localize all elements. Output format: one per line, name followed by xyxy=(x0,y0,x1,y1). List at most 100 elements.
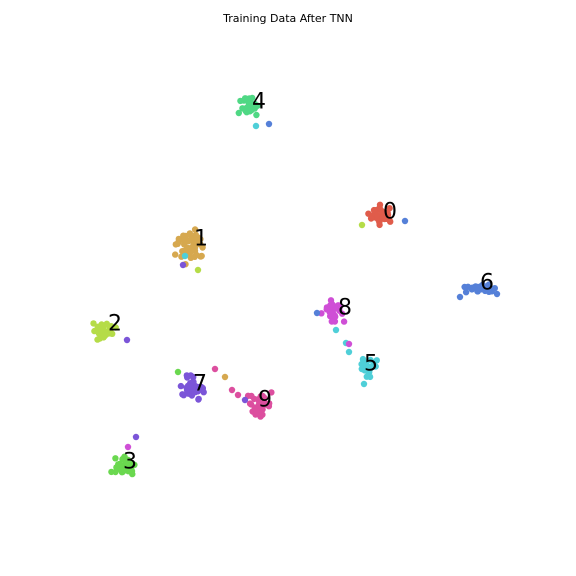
scatter-point-cluster-1 xyxy=(192,231,199,238)
scatter-point-outlier xyxy=(241,396,249,404)
scatter-point-outlier xyxy=(194,266,202,274)
scatter-point-outlier xyxy=(221,373,229,381)
chart-title: Training Data After TNN xyxy=(222,12,353,25)
scatter-point-cluster-0 xyxy=(367,215,375,222)
scatter-point-cluster-1 xyxy=(191,226,199,233)
cluster-label-6: 6 xyxy=(480,271,494,296)
scatter-point-cluster-2 xyxy=(90,320,97,327)
cluster-labels: 0 1 2 3 4 5 6 7 8 9 xyxy=(108,90,494,475)
scatter-point-cluster-9 xyxy=(265,403,273,410)
scatter-point-outlier xyxy=(174,368,182,376)
scatter-point-cluster-1 xyxy=(182,236,189,243)
scatter-point-cluster-3 xyxy=(115,461,122,468)
scatter-point-outlier xyxy=(181,252,189,260)
scatter-point-outlier xyxy=(456,293,464,301)
scatter-point-cluster-0 xyxy=(365,210,372,217)
scatter-point-cluster-9 xyxy=(261,399,268,406)
scatter-point-cluster-1 xyxy=(181,247,188,255)
scatter-point-cluster-7 xyxy=(184,374,191,381)
scatter-point-cluster-6 xyxy=(462,289,470,296)
scatter-point-cluster-7 xyxy=(195,395,202,403)
scatter-point-cluster-7 xyxy=(179,391,186,398)
scatter-point-cluster-6 xyxy=(485,288,493,295)
scatter-point-cluster-9 xyxy=(246,400,254,407)
scatter-point-outlier xyxy=(401,217,409,225)
scatter-point-cluster-4 xyxy=(237,97,244,105)
scatter-point-cluster-9 xyxy=(268,389,275,396)
scatter-point-cluster-3 xyxy=(112,455,119,462)
scatter-point-cluster-8 xyxy=(328,318,335,325)
scatter-point-cluster-1 xyxy=(193,251,200,258)
scatter-point-cluster-4 xyxy=(235,109,242,117)
scatter-point-cluster-3 xyxy=(125,465,132,472)
scatter-point-cluster-2 xyxy=(94,336,101,343)
scatter-point-cluster-0 xyxy=(376,221,383,229)
scatter-point-cluster-6 xyxy=(480,283,487,290)
scatter-point-cluster-0 xyxy=(373,211,381,219)
cluster-label-0: 0 xyxy=(383,200,397,225)
scatter-point-cluster-6 xyxy=(491,285,498,292)
scatter-point-cluster-3 xyxy=(108,468,115,476)
scatter-point-outlier xyxy=(132,433,140,441)
scatter-point-cluster-5 xyxy=(361,367,368,374)
scatter-point-outlier xyxy=(234,391,242,399)
points-layer xyxy=(90,94,501,478)
scatter-point-cluster-4 xyxy=(239,105,246,112)
cluster-label-3: 3 xyxy=(123,450,137,475)
scatter-point-cluster-4 xyxy=(247,106,254,114)
scatter-point-cluster-4 xyxy=(254,102,261,109)
scatter-point-cluster-9 xyxy=(253,409,261,416)
scatter-point-cluster-2 xyxy=(101,333,108,340)
scatter-point-cluster-5 xyxy=(363,373,370,380)
scatter-point-cluster-0 xyxy=(386,205,393,212)
cluster-label-5: 5 xyxy=(364,352,378,377)
scatter-point-cluster-9 xyxy=(255,401,263,409)
scatter-point-cluster-3 xyxy=(121,456,128,464)
scatter-point-cluster-9 xyxy=(258,392,266,399)
scatter-point-cluster-8 xyxy=(340,318,348,325)
scatter-point-cluster-5 xyxy=(359,355,367,363)
cluster-label-9: 9 xyxy=(258,388,272,413)
scatter-point-outlier xyxy=(313,309,321,317)
scatter-point-outlier xyxy=(123,336,131,344)
scatter-point-cluster-6 xyxy=(461,283,468,291)
scatter-point-cluster-6 xyxy=(485,281,492,288)
scatter-point-cluster-0 xyxy=(370,206,378,214)
scatter-point-cluster-8 xyxy=(339,310,346,317)
scatter-point-cluster-8 xyxy=(327,309,334,317)
scatter-point-cluster-1 xyxy=(193,240,200,247)
scatter-point-outlier xyxy=(179,261,187,269)
scatter-point-cluster-4 xyxy=(247,97,254,104)
scatter-point-outlier xyxy=(345,340,353,348)
scatter-point-outlier xyxy=(265,120,273,128)
scatter-point-cluster-0 xyxy=(376,204,383,211)
scatter-point-cluster-1 xyxy=(187,254,194,261)
scatter-point-cluster-3 xyxy=(119,468,127,475)
scatter-point-outlier xyxy=(211,365,219,373)
scatter-point-cluster-1 xyxy=(188,246,195,253)
scatter-point-outlier xyxy=(493,290,501,298)
scatter-point-cluster-7 xyxy=(199,385,206,392)
scatter-point-cluster-8 xyxy=(328,301,336,308)
scatter-point-cluster-1 xyxy=(172,251,179,258)
scatter-point-cluster-2 xyxy=(106,330,114,337)
scatter-point-cluster-2 xyxy=(103,320,111,327)
scatter-point-outlier xyxy=(228,386,236,394)
scatter-point-cluster-7 xyxy=(184,382,192,389)
scatter-point-cluster-7 xyxy=(177,382,185,390)
scatter-point-cluster-0 xyxy=(381,215,388,223)
scatter-point-outlier xyxy=(358,221,366,229)
scatter-point-outlier xyxy=(124,443,132,451)
scatter-point-outlier xyxy=(360,380,368,388)
scatter-point-cluster-5 xyxy=(373,357,380,364)
scatter-point-cluster-6 xyxy=(474,285,482,293)
scatter-point-cluster-1 xyxy=(199,244,206,251)
cluster-label-4: 4 xyxy=(252,90,266,115)
cluster-label-2: 2 xyxy=(108,312,122,337)
scatter-point-cluster-4 xyxy=(241,95,249,102)
cluster-label-7: 7 xyxy=(193,372,207,397)
scatter-point-outlier xyxy=(252,122,260,130)
cluster-label-1: 1 xyxy=(194,227,208,252)
scatter-point-cluster-1 xyxy=(175,235,182,243)
